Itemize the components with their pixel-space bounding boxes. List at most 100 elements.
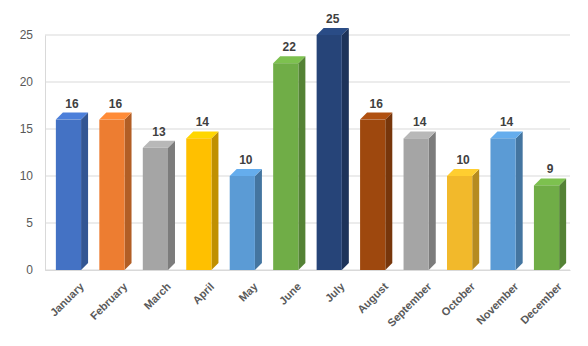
- bar: [404, 138, 429, 270]
- x-tick: August: [355, 270, 391, 315]
- y-tick: 25: [20, 28, 45, 42]
- x-tick-label: May: [236, 280, 260, 304]
- bar-top: [273, 56, 305, 63]
- bar: [143, 148, 168, 270]
- bar-group: [273, 56, 305, 270]
- bar-top: [230, 169, 262, 176]
- x-tick-label: July: [323, 280, 348, 305]
- bar-side: [255, 169, 262, 270]
- bar: [317, 35, 342, 270]
- y-tick-label: 10: [20, 169, 34, 183]
- grid-line: [45, 35, 570, 36]
- bar-side: [81, 113, 88, 270]
- y-tick-label: 25: [20, 28, 34, 42]
- y-tick: 5: [26, 216, 45, 230]
- data-label: 14: [500, 115, 514, 129]
- x-tick-label: December: [518, 280, 565, 327]
- x-tick-label: August: [355, 280, 391, 316]
- bar-group: [534, 178, 566, 270]
- x-tick: June: [277, 270, 304, 307]
- y-tick-label: 5: [26, 216, 33, 230]
- bar-top: [56, 113, 88, 120]
- bar-group: [186, 131, 218, 270]
- bar-top: [404, 131, 436, 138]
- x-tick: December: [518, 270, 565, 326]
- x-tick: September: [385, 270, 434, 329]
- bar-group: [230, 169, 262, 270]
- x-tick-label: September: [385, 280, 434, 329]
- x-tick: April: [190, 270, 216, 306]
- bar-group: [360, 113, 392, 270]
- bar-side: [298, 56, 305, 270]
- bar-group: [404, 131, 436, 270]
- y-axis-line: [45, 36, 46, 271]
- x-tick: November: [474, 270, 521, 327]
- x-tick: May: [236, 270, 260, 304]
- bar-group: [56, 113, 88, 270]
- bar-top: [534, 178, 566, 185]
- bar: [56, 120, 81, 270]
- bar-top: [143, 141, 175, 148]
- y-tick: 15: [20, 122, 45, 136]
- x-tick: February: [88, 270, 130, 322]
- bar-group: [317, 28, 349, 270]
- bar-side: [168, 141, 175, 270]
- x-tick-label: January: [48, 280, 87, 319]
- data-label: 14: [413, 115, 427, 129]
- chart: 16 16 13 14 10 22 25 16 14 10 14 9 0 5 10 15 20 25 January…: [0, 0, 588, 346]
- bar-group: [490, 131, 522, 270]
- bar-side: [516, 131, 523, 270]
- x-tick: October: [439, 270, 478, 318]
- data-label: 16: [109, 97, 123, 111]
- bar-side: [125, 113, 132, 270]
- y-tick-label: 15: [20, 122, 34, 136]
- bars: [56, 28, 566, 270]
- x-tick: March: [141, 270, 173, 312]
- bar: [230, 176, 255, 270]
- bar-top: [490, 131, 522, 138]
- x-axis-line: [46, 270, 571, 271]
- y-tick: 10: [20, 169, 45, 183]
- grid-line: [45, 82, 570, 83]
- data-label: 25: [326, 12, 340, 26]
- data-labels: 16 16 13 14 10 22 25 16 14 10 14 9: [65, 12, 553, 176]
- x-tick-label: October: [439, 280, 478, 319]
- bar-group: [99, 113, 131, 270]
- grid: [45, 35, 570, 270]
- x-tick-label: February: [88, 280, 130, 322]
- bar-side: [211, 131, 218, 270]
- bar: [360, 120, 385, 270]
- y-tick-label: 0: [26, 263, 33, 277]
- bar: [273, 63, 298, 270]
- bar: [99, 120, 124, 270]
- data-label: 9: [547, 162, 554, 176]
- x-axis: JanuaryFebruary March April May June July Augu…: [46, 270, 571, 329]
- data-label: 10: [239, 153, 253, 167]
- data-label: 22: [283, 40, 297, 54]
- x-tick: January: [48, 270, 87, 318]
- bar-side: [429, 131, 436, 270]
- bar-group: [447, 169, 479, 270]
- x-tick: July: [323, 270, 348, 304]
- bar-top: [317, 28, 349, 35]
- bar: [186, 138, 211, 270]
- x-tick-label: November: [474, 280, 521, 327]
- y-tick-label: 20: [20, 75, 34, 89]
- data-label: 10: [456, 153, 470, 167]
- data-label: 16: [65, 97, 79, 111]
- bar-side: [472, 169, 479, 270]
- bar-side: [385, 113, 392, 270]
- bar: [447, 176, 472, 270]
- data-label: 16: [370, 97, 384, 111]
- x-tick-label: March: [141, 280, 173, 312]
- data-label: 13: [152, 125, 166, 139]
- bar: [534, 185, 559, 270]
- data-label: 14: [196, 115, 210, 129]
- y-axis: 0 5 10 15 20 25: [20, 28, 46, 277]
- y-tick: 20: [20, 75, 45, 89]
- bar-side: [559, 178, 566, 270]
- x-tick-label: April: [190, 280, 216, 306]
- bar-top: [447, 169, 479, 176]
- bar-top: [186, 131, 218, 138]
- bar-group: [143, 141, 175, 270]
